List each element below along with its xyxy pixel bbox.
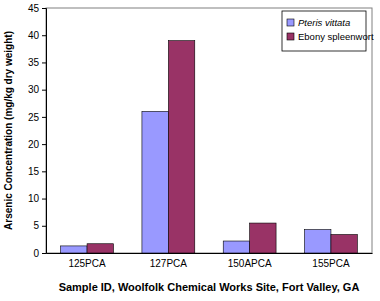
y-tick-mark	[42, 90, 46, 91]
y-tick-mark	[42, 171, 46, 172]
x-tick-label: 125PCA	[68, 258, 106, 269]
bar	[250, 223, 276, 253]
y-tick-mark	[42, 8, 46, 9]
y-tick: 20	[28, 139, 46, 150]
y-tick: 40	[28, 30, 46, 41]
x-tick: 127PCA	[150, 258, 188, 269]
y-tick-label: 0	[33, 248, 39, 259]
bar	[168, 41, 194, 253]
bars	[61, 41, 358, 253]
y-tick: 35	[28, 57, 46, 68]
x-axis-title: Sample ID, Woolfolk Chemical Works Site,…	[59, 281, 360, 293]
y-tick-mark	[42, 35, 46, 36]
y-tick-mark	[42, 62, 46, 63]
y-tick-label: 10	[28, 193, 40, 204]
y-tick-label: 45	[28, 3, 40, 14]
x-tick: 125PCA	[68, 258, 106, 269]
bar	[61, 246, 87, 253]
plot-frame	[46, 8, 372, 253]
y-tick-label: 5	[33, 220, 39, 231]
y-tick: 15	[28, 166, 46, 177]
y-tick-mark	[42, 199, 46, 200]
bar	[87, 244, 113, 253]
y-tick-label: 35	[28, 57, 40, 68]
y-tick-mark	[42, 226, 46, 227]
x-tick: 155PCA	[312, 258, 350, 269]
y-tick-label: 15	[28, 166, 40, 177]
y-tick-label: 40	[28, 30, 40, 41]
bar	[305, 230, 331, 253]
legend-swatch	[287, 19, 294, 26]
y-tick: 30	[28, 84, 46, 95]
y-tick: 5	[33, 220, 46, 231]
legend-label: Ebony spleenwort	[298, 31, 374, 42]
x-tick-label: 155PCA	[312, 258, 350, 269]
y-tick-mark	[42, 144, 46, 145]
x-tick-label: 150APCA	[228, 258, 272, 269]
x-axis: 125PCA 127PCA 150APCA 155PCA	[47, 254, 373, 270]
bar	[331, 234, 357, 253]
y-tick-label: 20	[28, 139, 40, 150]
x-axis-line	[47, 253, 373, 254]
chart: 0 5 10 15 20 25 30 35 40 45 125PCA 127PCA 150APCA 155…	[0, 0, 380, 301]
y-tick-label: 30	[28, 84, 40, 95]
y-axis-title: Arsenic Concentration (mg/kg dry weight)	[3, 31, 14, 230]
y-tick: 25	[28, 112, 46, 123]
x-tick-label: 127PCA	[150, 258, 188, 269]
bar	[223, 241, 249, 253]
y-tick: 10	[28, 193, 46, 204]
y-tick-label: 25	[28, 112, 40, 123]
y-axis: 0 5 10 15 20 25 30 35 40 45	[28, 3, 47, 259]
y-tick-mark	[42, 253, 46, 254]
y-tick: 45	[28, 3, 46, 14]
bar	[142, 111, 168, 253]
y-tick-mark	[42, 117, 46, 118]
y-axis-line	[42, 9, 47, 254]
x-tick: 150APCA	[228, 258, 272, 269]
legend-swatch	[287, 33, 294, 40]
y-tick: 0	[33, 248, 46, 259]
legend-label: Pteris vittata	[298, 17, 350, 28]
legend: Pteris vittata Ebony spleenwort	[282, 11, 374, 51]
